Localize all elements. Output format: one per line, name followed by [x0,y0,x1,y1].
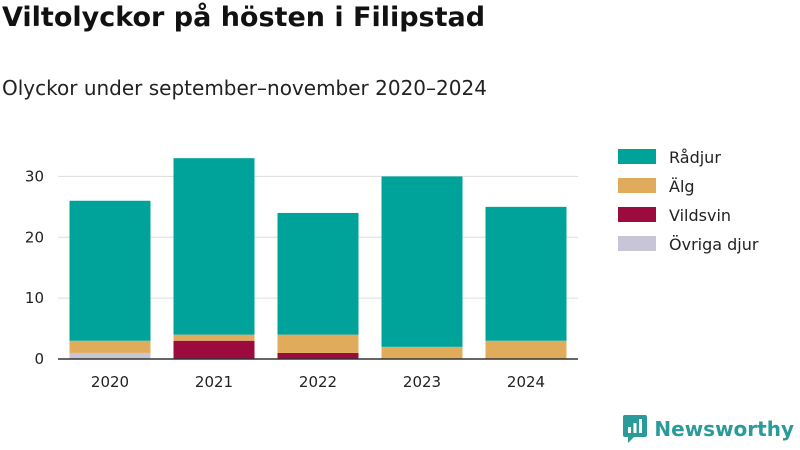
bar-segment [173,340,255,359]
legend-label: Vildsvin [669,206,731,225]
axes: 0 10 20 30 2020 2021 2022 2023 2024 [25,167,578,391]
brand: Newsworthy [622,414,794,444]
x-tick-label: 2022 [299,373,337,391]
legend-swatch [618,149,656,164]
chart-subtitle: Olyckor under september–november 2020–20… [2,76,487,100]
legend: Rådjur Älg Vildsvin Övriga djur [618,148,759,254]
x-tick-label: 2024 [507,373,545,391]
bar-segment [277,334,359,353]
bar-segment [277,212,359,335]
y-tick-label: 20 [25,228,44,246]
brand-name: Newsworthy [654,417,794,441]
chart-title: Viltolyckor på hösten i Filipstad [2,2,486,33]
bar-segment [381,176,463,347]
y-tick-label: 0 [34,350,44,368]
bar-segment [69,340,151,353]
legend-label: Älg [669,177,695,196]
x-tick-label: 2020 [91,373,129,391]
y-tick-label: 10 [25,289,44,307]
bar-segment [381,346,463,359]
y-tick-label: 30 [25,167,44,185]
bar-segment [485,206,567,341]
newsworthy-logo-icon [623,415,648,443]
bars [69,158,567,359]
bar-segment [485,340,567,359]
legend-label: Övriga djur [669,235,759,254]
bar-segment [173,334,255,341]
bar-segment [69,352,151,359]
bar-segment [277,352,359,359]
x-tick-label: 2023 [403,373,441,391]
legend-swatch [618,236,656,251]
legend-swatch [618,207,656,222]
bar-segment [69,200,151,341]
legend-swatch [618,178,656,193]
x-tick-label: 2021 [195,373,233,391]
legend-label: Rådjur [669,148,721,167]
bar-segment [173,158,255,335]
